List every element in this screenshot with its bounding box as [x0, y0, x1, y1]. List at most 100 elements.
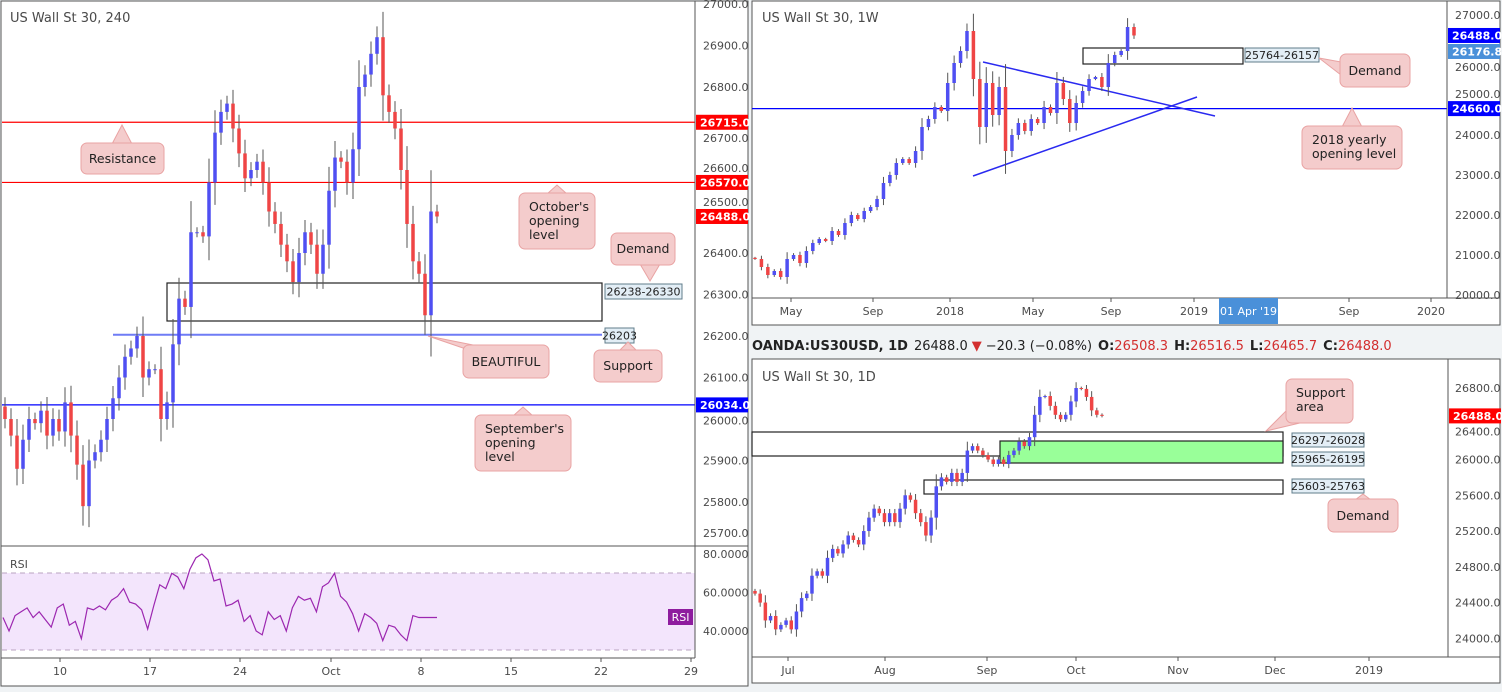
candle-body: [933, 107, 937, 119]
candle-body: [339, 157, 343, 162]
callout-october-text: October's opening level: [529, 199, 589, 242]
candle-body: [1068, 99, 1072, 123]
weekly-time-axis[interactable]: May Sep 2018 May Sep 2019 Sep 2020: [780, 298, 1445, 318]
daily-green-zone[interactable]: [999, 440, 1284, 464]
price-tag-label: 26034.0: [700, 399, 750, 412]
candle-body: [1074, 388, 1078, 402]
price-axis-label: 26800.0: [703, 81, 749, 94]
candle-body: [1058, 414, 1063, 420]
candle-body: [934, 486, 939, 518]
price-tag: [696, 114, 748, 130]
price-axis-label: 23000.0: [1455, 169, 1501, 182]
price-tag-label: 26715.0: [700, 116, 750, 129]
candle-body: [363, 74, 367, 87]
candle-body: [882, 513, 887, 523]
triangle-upper-trendline[interactable]: [982, 61, 1216, 117]
candle-body: [123, 356, 127, 378]
candle-body: [836, 231, 841, 235]
candle-body: [1084, 388, 1089, 397]
candle-body: [825, 557, 830, 576]
candle-body: [1106, 63, 1111, 87]
candle-body: [1063, 414, 1068, 420]
candle-body: [93, 452, 97, 461]
price-tag-label: 26488.0: [1452, 29, 1502, 42]
candle-body: [753, 257, 757, 259]
weekly-demand-zone[interactable]: [1082, 47, 1244, 65]
price-tag-label: 26570.0: [700, 176, 750, 189]
candle-body: [753, 590, 757, 594]
candle-body: [875, 199, 879, 207]
triangle-lower-trendline[interactable]: [972, 96, 1198, 177]
weekly-price-axis[interactable]: 27000.0 26000.0 25000.0 24000.0 23000.0 22000…: [1455, 9, 1501, 302]
price-axis-label: 80.0000: [703, 548, 749, 561]
candle-body: [872, 508, 876, 518]
price-axis-label: 25900.0: [703, 455, 749, 468]
price-tag-label: 26176.8: [1452, 45, 1502, 58]
candle-body: [1048, 396, 1052, 406]
daily-demand-zone-label: 25603-25763: [1291, 478, 1365, 494]
candle-body: [978, 79, 982, 127]
candle-body: [423, 273, 427, 316]
candle-body: [1055, 83, 1059, 113]
candle-body: [87, 460, 91, 507]
time-axis-label: 2018: [936, 305, 964, 318]
daily-time-axis[interactable]: Jul Aug Sep Oct Nov Dec 2019: [780, 657, 1383, 677]
candle-body: [1112, 55, 1117, 63]
candle-body: [958, 51, 963, 63]
callout-support-text: Support: [603, 358, 653, 373]
candle-body: [849, 215, 854, 223]
callout-h4-demand: Demand: [610, 232, 676, 282]
callout-weekly-demand-text: Demand: [1348, 63, 1401, 78]
candle-body: [877, 508, 882, 514]
candle-body: [929, 517, 933, 536]
candle-body: [1087, 79, 1091, 91]
candle-body: [327, 190, 331, 245]
price-axis-label: 26400.0: [703, 247, 749, 260]
candle-body: [435, 211, 439, 217]
daily-price-axis[interactable]: 26800.0 26400.0 26000.0 25600.0 25200.0 24800…: [1455, 382, 1501, 645]
time-axis-label: May: [780, 305, 803, 318]
price-axis-label: 26000.0: [1455, 61, 1501, 74]
candle-body: [57, 419, 61, 432]
time-axis-label: Oct: [321, 665, 341, 678]
candle-body: [975, 446, 980, 451]
h4-price-axis[interactable]: 27000.0 26900.0 26800.0 26700.0 26600.0 26500…: [703, 0, 749, 540]
candle-body: [1022, 441, 1027, 447]
h4-support-label: 26203: [602, 327, 637, 344]
candle-body: [971, 31, 976, 79]
candle-body: [369, 53, 373, 75]
h4-time-axis[interactable]: 10 17 24 Oct 8 15 22 29: [53, 658, 698, 678]
candle-body: [3, 406, 7, 419]
candle-body: [237, 128, 241, 154]
candle-body: [1100, 414, 1104, 416]
candle-body: [898, 508, 902, 523]
callout-daily-demand-text: Demand: [1336, 508, 1389, 523]
candle-body: [1125, 27, 1130, 51]
candle-body: [1074, 103, 1078, 123]
candle-body: [939, 477, 944, 487]
candle-body: [417, 261, 421, 274]
candle-body: [201, 232, 205, 237]
candle-body: [1032, 414, 1037, 438]
callout-2018-yearly-opening-level: 2018 yearly opening level: [1301, 106, 1403, 170]
candle-body: [817, 239, 821, 243]
daily-support-area-label: 26297-26028: [1291, 432, 1365, 448]
candle-body: [944, 477, 949, 482]
h4-demand-zone[interactable]: [166, 282, 603, 322]
candle-body: [15, 435, 19, 469]
candle-body: [856, 215, 860, 219]
candle-body: [996, 459, 1001, 464]
candle-body: [333, 157, 337, 191]
weekly-triangle-pattern[interactable]: [972, 61, 1216, 177]
daily-demand-zone[interactable]: [923, 479, 1284, 495]
time-axis-label: Nov: [1167, 664, 1189, 677]
candle-body: [1017, 441, 1021, 451]
candle-body: [1012, 450, 1016, 456]
price-tag: [1448, 27, 1500, 43]
candle-body: [1093, 77, 1098, 79]
time-axis-label: Sep: [1339, 305, 1360, 318]
candle-body: [1029, 119, 1033, 131]
candle-body: [1061, 83, 1066, 99]
callout-support: Support: [593, 341, 663, 383]
candle-body: [810, 575, 814, 594]
